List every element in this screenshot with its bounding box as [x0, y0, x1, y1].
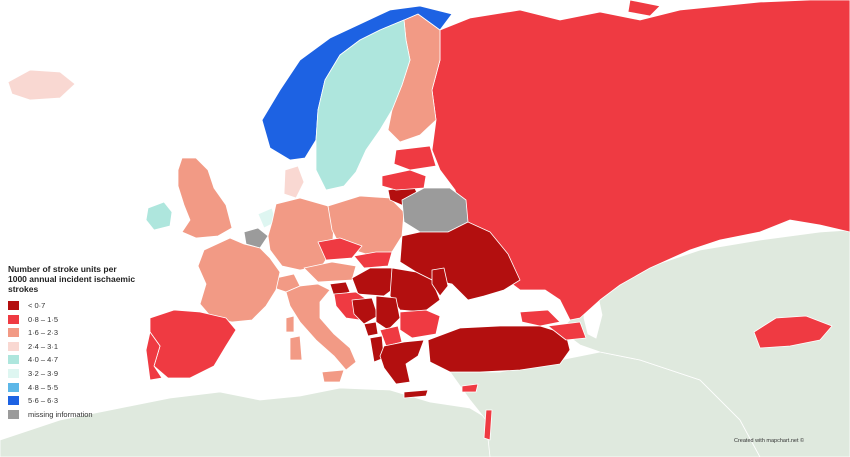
country-ireland [145, 201, 173, 231]
country-crete [403, 389, 429, 399]
legend-swatch [8, 328, 19, 338]
legend-label: 2·4 – 3·1 [28, 341, 59, 351]
legend-item: 2·4 – 3·1 [8, 341, 178, 352]
map-legend: Number of stroke units per 1000 annual i… [8, 264, 178, 422]
country-iceland [7, 69, 76, 101]
legend-label: 0·8 – 1·5 [28, 314, 59, 324]
country-belarus [401, 187, 469, 233]
legend-title-line: strokes [8, 284, 39, 294]
legend-item: 4·0 – 4·7 [8, 354, 178, 365]
country-estonia [393, 145, 437, 171]
country-czechia [317, 237, 363, 261]
country-germany [267, 197, 335, 271]
legend-label: < 0·7 [28, 301, 46, 310]
legend-label: 3·2 – 3·9 [28, 368, 59, 378]
legend-swatch [8, 341, 19, 351]
country-cyprus [461, 383, 479, 393]
legend-label: missing information [28, 409, 93, 419]
country-svalbard-novaya [627, 0, 661, 17]
legend-item: missing information [8, 409, 178, 420]
legend-label: 4·0 – 4·7 [28, 355, 59, 365]
legend-swatch [8, 368, 19, 378]
legend-item: < 0·7 [8, 300, 178, 311]
country-corsica [285, 315, 295, 333]
country-moldova [431, 267, 449, 297]
legend-item: 3·2 – 3·9 [8, 368, 178, 379]
country-montenegro [363, 321, 379, 337]
legend-item: 1·6 – 2·3 [8, 327, 178, 338]
country-sicily [321, 369, 345, 383]
country-italy [285, 283, 357, 371]
legend-title-line: Number of stroke units per [8, 264, 117, 274]
country-sardinia [289, 335, 303, 361]
country-portugal [145, 331, 163, 381]
country-denmark [283, 165, 305, 199]
legend-swatch [8, 301, 19, 310]
country-france [197, 237, 281, 323]
legend-label: 5·6 – 6·3 [28, 396, 59, 406]
legend-item: 5·6 – 6·3 [8, 395, 178, 406]
map-credit: Created with mapchart.net © [734, 438, 805, 444]
country-bulgaria [399, 309, 441, 339]
country-austria [303, 261, 357, 283]
country-slovakia [353, 251, 393, 269]
country-serbia [375, 295, 401, 331]
country-latvia [381, 169, 427, 191]
country-israel [483, 409, 493, 441]
country-armenia-azerbaijan [547, 321, 587, 341]
country-poland [327, 195, 405, 255]
country-bosnia [351, 297, 379, 325]
legend-swatch [8, 382, 19, 392]
legend-swatch [8, 314, 19, 324]
legend-label: 4·8 – 5·5 [28, 382, 59, 392]
legend-label: 1·6 – 2·3 [28, 328, 59, 338]
country-kyrgyzstan [753, 315, 833, 349]
country-sweden [315, 19, 411, 191]
country-georgia [519, 309, 561, 327]
legend-title-line: 1000 annual incident ischaemic [8, 274, 136, 284]
countries [7, 0, 850, 441]
legend-swatch [8, 396, 19, 406]
background-land [0, 229, 850, 457]
legend-title: Number of stroke units per 1000 annual i… [8, 264, 178, 294]
legend-items: < 0·7 0·8 – 1·5 1·6 – 2·3 2·4 – 3·1 4·0 – 4·… [8, 300, 178, 420]
country-slovenia [329, 281, 351, 297]
country-turkey [427, 325, 571, 373]
legend-item: 4·8 – 5·5 [8, 382, 178, 393]
legend-item: 0·8 – 1·5 [8, 314, 178, 325]
legend-swatch [8, 409, 19, 419]
country-greece [379, 339, 425, 385]
country-belgium [243, 227, 269, 249]
legend-swatch [8, 355, 19, 365]
country-united-kingdom [177, 157, 233, 239]
country-russia [431, 0, 850, 321]
